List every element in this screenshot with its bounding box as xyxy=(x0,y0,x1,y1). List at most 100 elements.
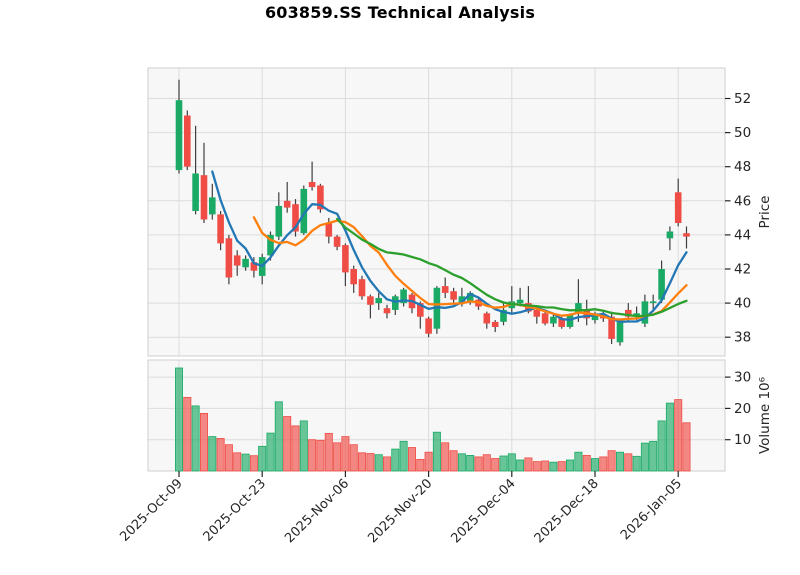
volume-bar xyxy=(258,445,267,472)
candle-body xyxy=(192,173,199,211)
price-tick-label: 42 xyxy=(734,262,751,278)
volume-bar xyxy=(316,439,325,472)
candle-body xyxy=(217,214,224,244)
volume-bar xyxy=(649,440,658,472)
volume-bar xyxy=(324,432,333,472)
candle-body xyxy=(383,308,391,314)
candle-body xyxy=(400,289,407,304)
candle-body xyxy=(300,188,308,234)
candle-body xyxy=(516,299,524,304)
volume-bar xyxy=(491,458,500,472)
candle-body xyxy=(325,223,333,237)
candle-body xyxy=(350,269,357,285)
volume-bar xyxy=(266,432,275,472)
volume-bar xyxy=(474,456,483,472)
x-tick-label: 2026-Jan-05 xyxy=(618,476,685,543)
volume-bar xyxy=(432,431,441,472)
volume-bar xyxy=(499,455,508,472)
candle-body xyxy=(358,279,366,297)
volume-bar xyxy=(624,453,633,472)
candle-body xyxy=(608,316,615,339)
volume-bar xyxy=(374,454,383,472)
volume-bar xyxy=(233,452,242,472)
volume-bar xyxy=(449,450,458,472)
price-tick-label: 52 xyxy=(734,91,751,107)
price-tick-label: 48 xyxy=(734,159,751,175)
volume-bar xyxy=(665,402,674,472)
price-tick-label: 38 xyxy=(734,330,751,346)
candle-body xyxy=(425,318,432,334)
candle-body xyxy=(342,245,349,273)
volume-bar xyxy=(174,367,183,472)
volume-bar xyxy=(407,447,416,472)
price-tick-label: 46 xyxy=(734,193,751,209)
ma5-line xyxy=(211,170,688,324)
volume-bar xyxy=(216,437,225,472)
candle-body xyxy=(674,192,682,223)
candle-body xyxy=(483,313,491,324)
candle-body xyxy=(267,234,274,256)
volume-bar xyxy=(382,456,391,472)
price-tick-label: 40 xyxy=(734,296,751,312)
volume-bar xyxy=(607,450,616,472)
volume-bar xyxy=(616,451,625,472)
volume-bar xyxy=(308,439,317,472)
volume-bar xyxy=(524,457,533,472)
volume-bar xyxy=(682,422,691,472)
volume-bar xyxy=(349,444,358,472)
volume-bar xyxy=(191,405,200,472)
candle-body xyxy=(175,100,183,171)
candle-body xyxy=(283,200,291,208)
volume-bar xyxy=(274,401,283,472)
candle-body xyxy=(658,269,665,300)
volume-bar xyxy=(299,420,308,472)
candle-body xyxy=(292,204,299,232)
candle-body xyxy=(367,296,374,305)
price-tick-label: 50 xyxy=(734,125,751,141)
volume-bar xyxy=(574,451,583,472)
volume-bar xyxy=(566,459,575,472)
x-tick-label: 2025-Oct-23 xyxy=(201,476,269,544)
candle-body xyxy=(666,231,674,239)
candle-body xyxy=(233,255,241,266)
candle-body xyxy=(625,309,632,317)
volume-bar xyxy=(333,442,342,472)
ma20-line xyxy=(335,217,688,318)
volume-bar xyxy=(183,396,192,472)
volume-bar xyxy=(241,453,250,472)
price-panel-border xyxy=(147,67,726,357)
volume-bar xyxy=(366,453,375,472)
candle-body xyxy=(417,303,424,317)
volume-bar xyxy=(416,458,425,472)
candle-body xyxy=(458,296,466,304)
volume-tick-label: 30 xyxy=(734,370,751,386)
x-tick-label: 2025-Dec-04 xyxy=(449,476,519,546)
candle-body xyxy=(375,298,382,304)
volume-bar xyxy=(632,455,641,472)
volume-bar xyxy=(199,412,208,472)
volume-bar xyxy=(516,459,525,472)
chart-title: 603859.SS Technical Analysis xyxy=(264,3,536,22)
x-tick-label: 2025-Nov-06 xyxy=(282,476,352,546)
volume-bar xyxy=(466,454,475,472)
volume-bar xyxy=(541,460,550,472)
candle-body xyxy=(616,320,624,343)
candle-body xyxy=(575,303,582,314)
candle-body xyxy=(225,238,233,278)
candlesticks xyxy=(175,79,690,346)
volume-bar xyxy=(283,416,292,472)
candle-body xyxy=(641,301,649,324)
candle-body xyxy=(250,262,258,271)
volume-bar xyxy=(532,461,541,472)
candle-body xyxy=(591,313,599,321)
volume-bar xyxy=(224,444,233,472)
candle-body xyxy=(200,175,208,220)
volume-bar xyxy=(599,456,608,472)
volume-tick-label: 20 xyxy=(734,401,751,417)
volume-bars xyxy=(174,367,691,472)
candle-body xyxy=(242,258,249,268)
candle-body xyxy=(209,197,216,215)
volume-bar xyxy=(357,452,366,472)
candle-body xyxy=(533,309,541,317)
